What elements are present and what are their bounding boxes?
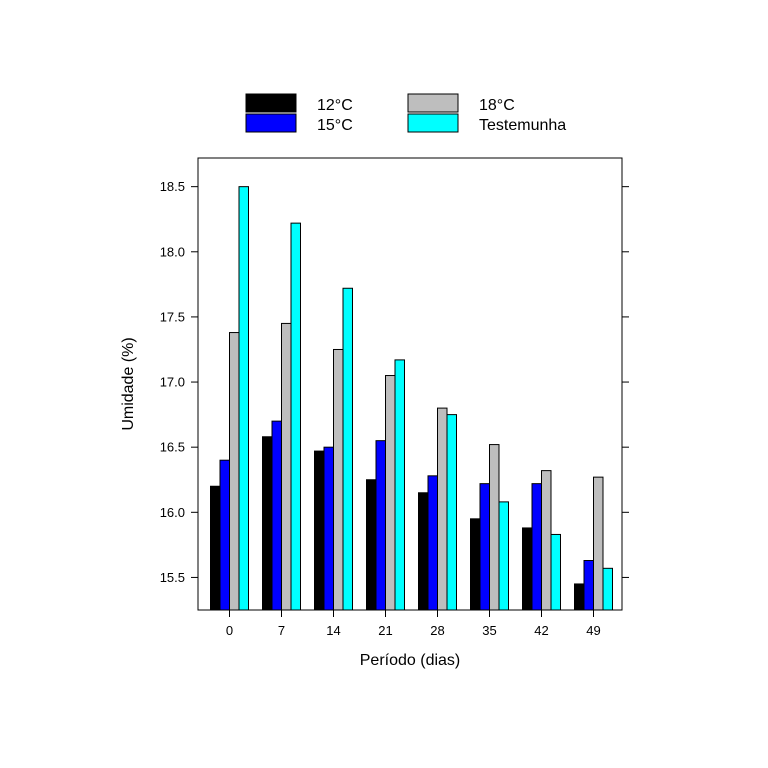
y-tick-label: 17.5 [160,309,185,324]
y-axis-right [622,186,629,578]
x-axis-title: Período (dias) [360,652,461,669]
bar-testemunha-49 [602,567,613,611]
bar-18c-21 [385,375,396,611]
legend-label: 12°C [317,97,353,114]
x-tick-label: 28 [430,623,444,638]
bar-12c-0 [210,485,221,611]
bar-testemunha-0 [238,186,249,611]
x-tick-label: 49 [586,623,600,638]
bar-18c-28 [437,407,448,611]
y-tick-label: 17.0 [160,375,185,390]
legend-label: 15°C [317,117,353,134]
bar-15c-28 [427,475,438,611]
bar-12c-49 [574,583,585,611]
bar-15c-14 [323,446,334,611]
y-tick-label: 15.5 [160,570,185,585]
y-axis-title: Umidade (%) [120,337,137,430]
bar-testemunha-14 [342,287,353,611]
bar-12c-28 [418,492,429,611]
bar-testemunha-7 [290,222,301,611]
bar-15c-42 [531,483,542,611]
bar-testemunha-28 [446,414,457,611]
bar-18c-0 [229,332,240,611]
x-tick-label: 35 [482,623,496,638]
plot-frame [197,157,623,611]
bar-testemunha-21 [394,359,405,611]
bar-12c-7 [262,436,273,611]
bar-15c-35 [479,483,490,611]
bar-18c-7 [281,322,292,611]
bar-18c-35 [489,444,500,611]
y-tick-label: 18.5 [160,179,185,194]
bar-15c-0 [219,459,230,611]
bar-12c-21 [366,479,377,611]
legend-swatch [245,113,297,133]
bar-18c-14 [333,348,344,611]
bar-15c-21 [375,440,386,611]
y-tick-label: 16.0 [160,505,185,520]
legend: 12°C 15°C 18°C Testemunha [245,93,566,134]
legend-label: 18°C [479,97,515,114]
legend-swatch [407,93,459,113]
x-tick-label: 21 [378,623,392,638]
x-tick-label: 0 [226,623,233,638]
y-tick-label: 16.5 [160,440,185,455]
legend-swatch [245,93,297,113]
x-tick-label: 14 [326,623,340,638]
bar-12c-14 [314,450,325,611]
x-tick-label: 7 [278,623,285,638]
bar-testemunha-42 [550,533,561,611]
bar-12c-42 [522,527,533,611]
legend-label: Testemunha [479,117,566,134]
bars [210,186,613,611]
bar-testemunha-35 [498,501,509,611]
bar-12c-35 [470,518,481,611]
bar-15c-49 [583,560,594,611]
legend-swatch [407,113,459,133]
x-tick-label: 42 [534,623,548,638]
y-tick-label: 18.0 [160,244,185,259]
x-axis: 0 7 14 21 28 35 42 49 [226,610,601,638]
bar-18c-49 [593,476,604,611]
y-axis-left: 15.5 16.0 16.5 17.0 17.5 18.0 18.5 [160,179,198,585]
bar-15c-7 [271,420,282,611]
bar-18c-42 [541,470,552,611]
